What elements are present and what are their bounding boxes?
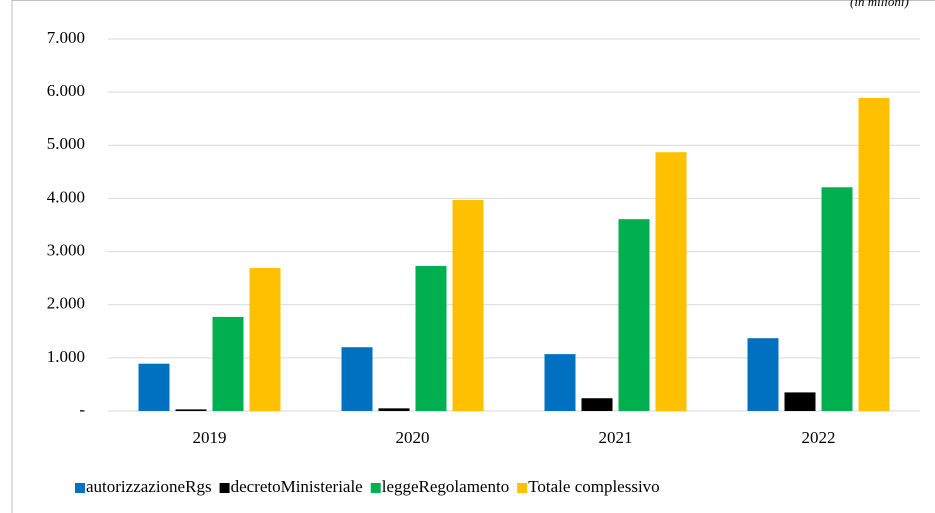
x-tick-label: 2020 (396, 428, 430, 447)
legend-swatch (75, 483, 85, 493)
bar (821, 187, 853, 411)
annotation: (in milioni) (850, 0, 909, 9)
legend-swatch (370, 483, 381, 493)
legend-swatch (219, 483, 230, 493)
legend-swatch (517, 483, 528, 493)
bar (212, 316, 244, 411)
bar (544, 354, 576, 411)
chart-frame (11, 0, 935, 513)
bar (249, 268, 281, 411)
legend-label: leggeRegolamento (382, 477, 509, 496)
bar (175, 409, 207, 411)
legend-label: autorizzazioneRgs (86, 477, 212, 496)
bar (858, 97, 890, 411)
bar (341, 347, 373, 411)
bar (655, 152, 687, 412)
y-tick-label: 6.000 (47, 81, 85, 100)
y-tick-label: 2.000 (47, 294, 85, 313)
bar (138, 363, 170, 411)
bar (378, 408, 410, 411)
bar (415, 265, 447, 411)
bar (747, 338, 779, 411)
y-tick-label: 1.000 (47, 347, 85, 366)
y-tick-label: - (79, 400, 85, 419)
y-tick-label: 5.000 (47, 134, 85, 153)
y-tick-label: 7.000 (47, 28, 85, 47)
legend-label: decretoMinisteriale (231, 477, 363, 496)
legend-label: Totale complessivo (528, 477, 659, 496)
x-tick-label: 2021 (599, 428, 633, 447)
bar (784, 392, 816, 411)
y-tick-label: 4.000 (47, 187, 85, 206)
x-tick-label: 2019 (193, 428, 227, 447)
bar (618, 219, 650, 411)
y-tick-label: 3.000 (47, 240, 85, 259)
bar (581, 398, 613, 411)
bar (452, 200, 484, 411)
x-tick-label: 2022 (802, 428, 836, 447)
